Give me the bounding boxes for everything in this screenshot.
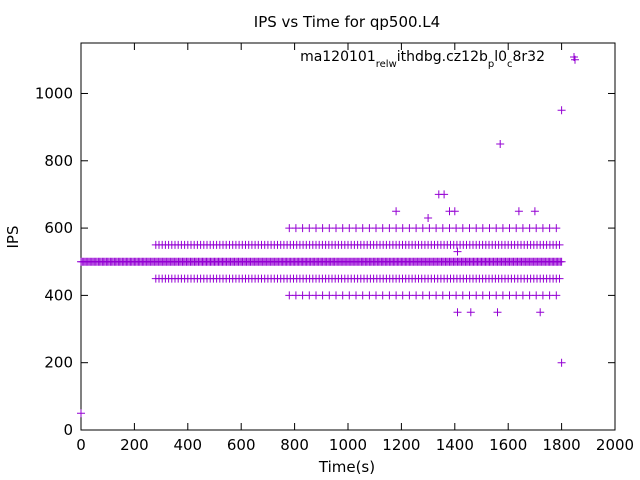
data-point xyxy=(451,207,459,215)
x-tick-label: 1800 xyxy=(543,436,581,454)
chart-title: IPS vs Time for qp500.L4 xyxy=(254,13,440,31)
y-tick-label: 800 xyxy=(44,152,73,170)
y-tick-label: 600 xyxy=(44,219,73,237)
plot-area xyxy=(81,43,615,430)
data-point xyxy=(552,291,560,299)
data-point xyxy=(558,359,566,367)
data-point xyxy=(531,207,539,215)
x-tick-label: 1200 xyxy=(382,436,420,454)
x-tick-label: 1600 xyxy=(489,436,527,454)
data-point xyxy=(467,308,475,316)
data-point xyxy=(494,308,502,316)
x-tick-label: 200 xyxy=(120,436,149,454)
y-tick-label: 0 xyxy=(63,421,73,439)
x-axis-label: Time(s) xyxy=(318,458,375,476)
legend: ma120101relwithdbg.cz12bpl0c8r32 xyxy=(300,49,578,70)
data-point xyxy=(424,214,432,222)
y-tick-label: 1000 xyxy=(35,84,73,102)
x-tick-label: 600 xyxy=(227,436,256,454)
data-point xyxy=(392,207,400,215)
data-point xyxy=(515,207,523,215)
x-tick-label: 800 xyxy=(280,436,309,454)
y-axis-label: IPS xyxy=(4,226,22,249)
x-tick-label: 1400 xyxy=(436,436,474,454)
x-tick-label: 0 xyxy=(76,436,86,454)
x-axis: 0 200 400 600 800 1000 1200 1400 1600 1800 2000 xyxy=(76,43,634,454)
x-tick-label: 400 xyxy=(173,436,202,454)
data-point xyxy=(552,224,560,232)
data-point xyxy=(558,106,566,114)
data-point xyxy=(77,409,85,417)
y-tick-label: 400 xyxy=(44,286,73,304)
data-point xyxy=(496,140,504,148)
x-tick-label: 2000 xyxy=(596,436,634,454)
data-points xyxy=(77,56,579,417)
data-point xyxy=(536,308,544,316)
data-point xyxy=(440,190,448,198)
y-tick-label: 200 xyxy=(44,354,73,372)
x-tick-label: 1000 xyxy=(329,436,367,454)
legend-series-label: ma120101relwithdbg.cz12bpl0c8r32 xyxy=(300,49,545,70)
data-point xyxy=(454,308,462,316)
